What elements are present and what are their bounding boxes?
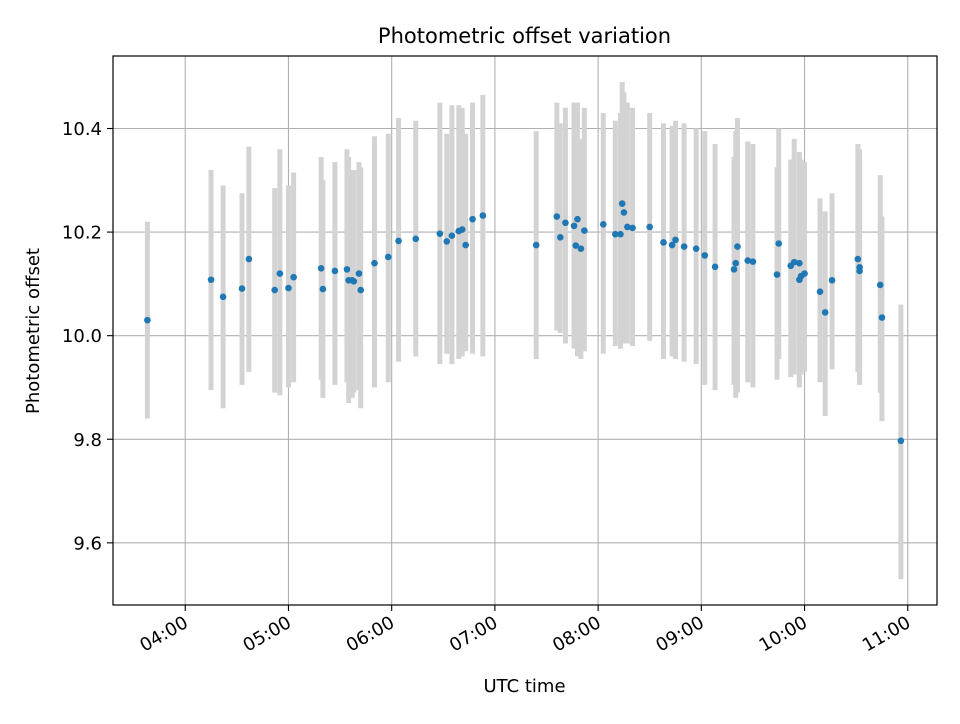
data-point: [343, 266, 351, 273]
data-point: [599, 221, 607, 228]
y-tick-label: 10.4: [62, 119, 102, 140]
data-point: [395, 237, 402, 245]
data-points: [144, 200, 905, 445]
data-point: [443, 238, 451, 245]
data-point: [854, 255, 862, 263]
data-point: [646, 223, 654, 231]
data-point: [801, 270, 808, 277]
data-point: [271, 286, 279, 294]
data-point: [276, 270, 284, 277]
data-point: [680, 243, 688, 250]
data-point: [458, 226, 466, 233]
data-point: [384, 253, 392, 261]
data-point: [238, 285, 246, 292]
data-point: [570, 222, 578, 230]
data-point: [730, 266, 738, 273]
y-tick-label: 10.2: [62, 223, 102, 244]
data-point: [219, 293, 227, 301]
data-point: [532, 241, 540, 249]
data-point: [790, 258, 798, 266]
data-point: [412, 235, 420, 243]
x-axis-label: UTC time: [483, 676, 565, 697]
data-point: [574, 215, 581, 223]
data-point: [744, 257, 752, 264]
y-axis-ticks: 9.6 9.8 10.0 10.2 10.4: [62, 119, 113, 554]
data-point: [581, 227, 588, 234]
y-tick-label: 10.0: [62, 326, 102, 347]
data-point: [660, 239, 667, 246]
data-point: [462, 241, 469, 249]
data-point: [617, 230, 624, 238]
y-axis-label: Photometric offset: [23, 248, 44, 414]
data-point: [620, 209, 628, 216]
data-point: [577, 245, 585, 252]
data-point: [876, 281, 884, 289]
data-point: [556, 233, 564, 241]
data-point: [290, 273, 297, 281]
data-point: [355, 270, 363, 277]
data-point: [618, 200, 626, 207]
data-point: [572, 242, 580, 249]
data-point: [331, 267, 339, 275]
data-point: [816, 288, 824, 295]
data-point: [357, 286, 365, 294]
data-point: [436, 230, 444, 237]
data-point: [319, 285, 327, 293]
chart-title: Photometric offset variation: [378, 24, 671, 48]
data-point: [897, 437, 905, 445]
data-point: [878, 314, 886, 321]
data-point: [350, 277, 358, 285]
data-point: [672, 236, 679, 244]
data-point: [796, 259, 803, 267]
data-point: [828, 276, 836, 284]
data-point: [749, 258, 757, 265]
data-point: [821, 309, 829, 316]
data-point: [701, 252, 709, 259]
data-point: [479, 212, 487, 219]
data-point: [692, 245, 700, 252]
data-point: [775, 240, 783, 247]
data-point: [668, 241, 676, 249]
data-point: [245, 255, 253, 263]
axes-frame: [112, 55, 938, 606]
data-point: [624, 223, 631, 231]
data-point: [612, 230, 619, 238]
data-point: [562, 219, 569, 227]
y-tick-label: 9.6: [73, 533, 102, 554]
y-tick-label: 9.8: [73, 430, 102, 451]
data-point: [207, 276, 215, 284]
data-point: [734, 243, 741, 250]
data-point: [285, 284, 292, 292]
data-point: [711, 263, 719, 271]
data-point: [144, 316, 151, 324]
data-point: [553, 213, 561, 220]
data-point: [773, 271, 781, 278]
data-point: [469, 215, 476, 223]
data-point: [371, 259, 378, 267]
data-point: [448, 232, 456, 240]
data-point: [629, 224, 636, 232]
data-point: [856, 264, 863, 271]
data-point: [317, 265, 325, 272]
data-point: [732, 259, 740, 267]
